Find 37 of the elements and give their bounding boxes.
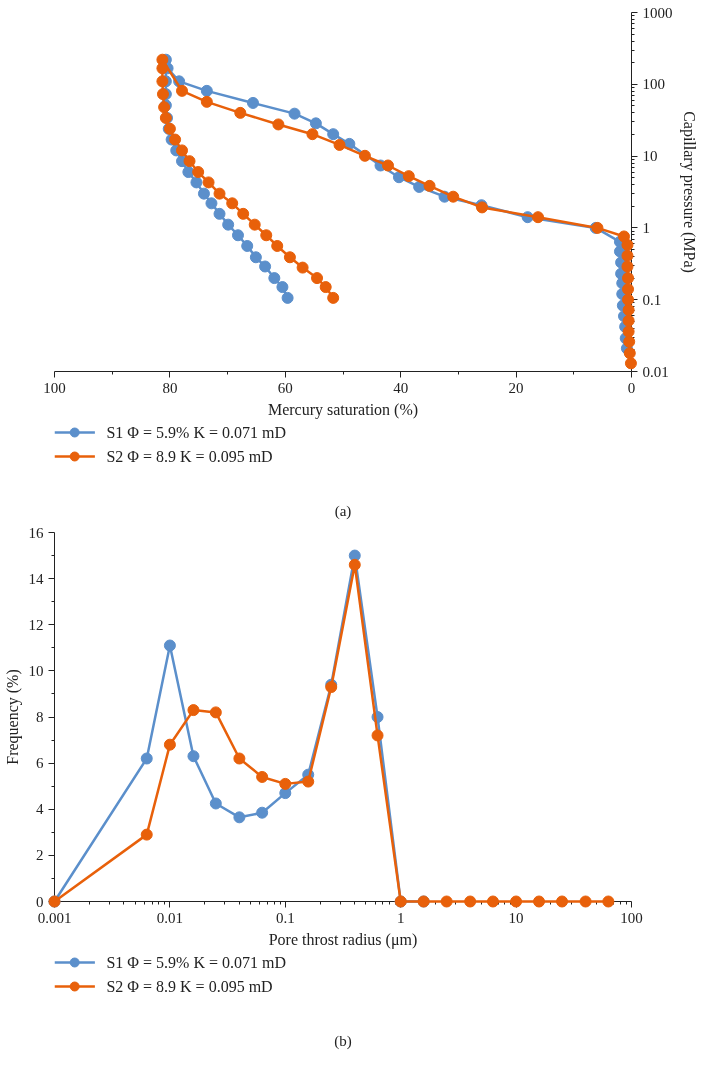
legend-label: S1 Φ = 5.9% K = 0.071 mD — [106, 424, 286, 441]
y-tick-label: 16 — [28, 524, 44, 541]
x-tick-label: 0.001 — [37, 909, 72, 926]
x-tick-label: 100 — [43, 379, 66, 396]
y-tick-label: 12 — [28, 616, 44, 633]
x-axis-title: Pore throst radius (μm) — [268, 930, 418, 949]
y-tick-label: 0 — [36, 893, 44, 910]
y2-tick-label: 1 — [642, 219, 650, 236]
x-tick-label: 0.01 — [156, 909, 184, 926]
x-tick-label: 10 — [508, 909, 524, 926]
y2-tick-label: 1000 — [642, 4, 673, 21]
x-tick-label: 1 — [396, 909, 405, 926]
y-tick-label: 10 — [28, 662, 44, 679]
x-tick-label: 20 — [508, 379, 524, 396]
x-tick-label: 100 — [620, 909, 643, 926]
legend-label: S1 Φ = 5.9% K = 0.071 mD — [106, 954, 286, 971]
y2-tick-label: 0.1 — [642, 291, 662, 308]
legend-label: S2 Φ = 8.9 K = 0.095 mD — [106, 448, 273, 465]
y-axis-title: Frequency (%) — [3, 669, 22, 765]
x-tick-label: 60 — [277, 379, 293, 396]
text: (a) — [334, 502, 352, 520]
x-tick-label: 40 — [393, 379, 409, 396]
y-tick-label: 14 — [28, 570, 44, 587]
legend-label: S2 Φ = 8.9 K = 0.095 mD — [106, 978, 273, 995]
y2-tick-label: 10 — [642, 148, 658, 165]
text: (b) — [334, 1032, 352, 1050]
y-tick-label: 6 — [36, 755, 44, 772]
y-tick-label: 4 — [36, 801, 44, 818]
y2-axis-title: Capillary pressure (MPa) — [679, 111, 698, 273]
x-tick-label: 80 — [162, 379, 178, 396]
y2-tick-label: 100 — [642, 76, 665, 93]
y-tick-label: 8 — [36, 709, 44, 725]
x-tick-label: 0 — [627, 379, 636, 396]
x-tick-label: 0.1 — [275, 909, 295, 926]
x-axis-title: Mercury saturation (%) — [267, 400, 419, 419]
y2-tick-label: 0.01 — [642, 363, 669, 380]
y-tick-label: 2 — [36, 847, 44, 864]
